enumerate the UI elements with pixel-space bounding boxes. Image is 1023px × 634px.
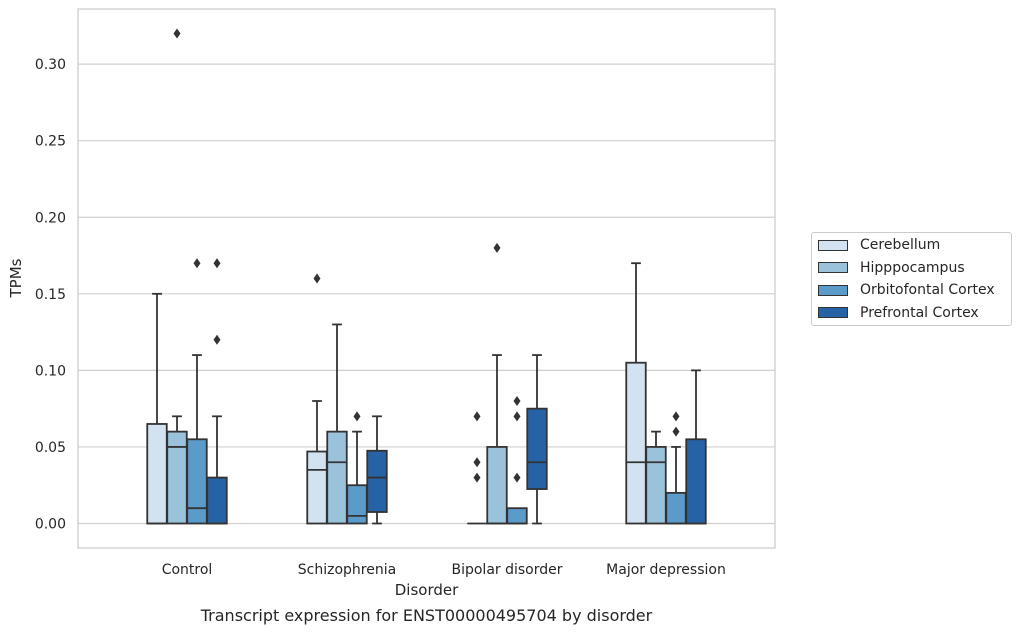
x-axis-label: Disorder xyxy=(395,581,459,599)
outlier-point xyxy=(672,426,680,437)
box-iqr xyxy=(625,361,647,525)
box-iqr xyxy=(526,407,548,490)
legend-swatch xyxy=(818,239,848,251)
box-cerebellum xyxy=(306,273,328,525)
box-iqr xyxy=(326,430,348,525)
legend-label: Orbitofontal Cortex xyxy=(860,282,995,298)
chart-caption: Transcript expression for ENST0000049570… xyxy=(200,606,653,625)
y-tick-label: 0.30 xyxy=(35,57,66,73)
legend-label: Prefrontal Cortex xyxy=(860,304,979,321)
box-iqr xyxy=(665,491,687,525)
plot-frame xyxy=(77,8,776,549)
box-iqr xyxy=(146,423,168,525)
box-hipppocampus xyxy=(645,430,667,525)
outlier-point xyxy=(213,258,221,269)
box-iqr xyxy=(166,430,188,525)
box-prefrontal-cortex xyxy=(685,369,707,525)
box-cerebellum xyxy=(146,292,168,525)
box-hipppocampus xyxy=(166,28,188,525)
outlier-point xyxy=(513,396,521,406)
box-iqr xyxy=(506,507,528,525)
y-tick-label: 0.20 xyxy=(35,210,66,226)
y-tick-label: 0.15 xyxy=(35,287,66,303)
box-hipppocampus xyxy=(486,242,508,525)
legend: Cerebellum Hipppocampus Orbitofontal Corte… xyxy=(811,232,1012,326)
legend-label: Cerebellum xyxy=(860,237,941,253)
box-orbitofontal-cortex xyxy=(506,396,528,525)
box-orbitofontal-cortex xyxy=(665,411,687,525)
y-tick-label: 0.00 xyxy=(35,517,66,533)
box-iqr xyxy=(346,484,368,525)
outlier-point xyxy=(513,411,521,422)
outlier-point xyxy=(513,472,521,483)
outlier-point xyxy=(213,334,221,345)
legend-swatch xyxy=(818,262,848,273)
box-prefrontal-cortex xyxy=(366,415,388,525)
legend-item: Cerebellum xyxy=(818,235,940,255)
outlier-point xyxy=(193,258,201,269)
boxes xyxy=(146,28,707,525)
y-axis-label: TPMs xyxy=(7,258,25,298)
box-iqr xyxy=(366,449,388,513)
x-tick-label: Control xyxy=(162,562,213,578)
box-orbitofontal-cortex xyxy=(346,411,368,525)
outlier-point xyxy=(313,273,321,284)
box-iqr xyxy=(306,450,328,525)
outlier-point xyxy=(493,242,501,253)
legend-item: Hipppocampus xyxy=(818,258,965,278)
outlier-point xyxy=(473,457,481,468)
box-iqr xyxy=(645,446,667,525)
box-iqr xyxy=(206,476,228,525)
box-hipppocampus xyxy=(326,323,348,525)
legend-swatch xyxy=(818,307,848,318)
box-prefrontal-cortex xyxy=(526,354,548,525)
legend-label: Hipppocampus xyxy=(860,259,965,276)
box-cerebellum xyxy=(625,262,647,525)
box-iqr xyxy=(685,438,707,525)
outlier-point xyxy=(173,28,181,39)
x-tick-label: Major depression xyxy=(606,562,726,578)
x-tick-label: Bipolar disorder xyxy=(451,562,562,578)
legend-swatch xyxy=(818,284,848,296)
y-tick-label: 0.10 xyxy=(35,363,66,379)
box-orbitofontal-cortex xyxy=(186,258,208,525)
outlier-point xyxy=(353,411,361,422)
y-tick-label: 0.05 xyxy=(35,440,66,456)
box-prefrontal-cortex xyxy=(206,258,228,525)
outlier-point xyxy=(473,472,481,483)
box-iqr xyxy=(186,438,208,525)
tick-labels: 0.00 0.05 0.10 0.15 0.20 0.25 0.30 Control Schiz… xyxy=(35,57,726,578)
legend-item: Prefrontal Cortex xyxy=(818,303,979,323)
outlier-point xyxy=(473,411,481,422)
x-tick-label: Schizophrenia xyxy=(298,562,396,578)
legend-item: Orbitofontal Cortex xyxy=(818,280,995,300)
box-iqr xyxy=(486,446,508,525)
y-tick-label: 0.25 xyxy=(35,134,66,150)
outlier-point xyxy=(672,411,680,422)
